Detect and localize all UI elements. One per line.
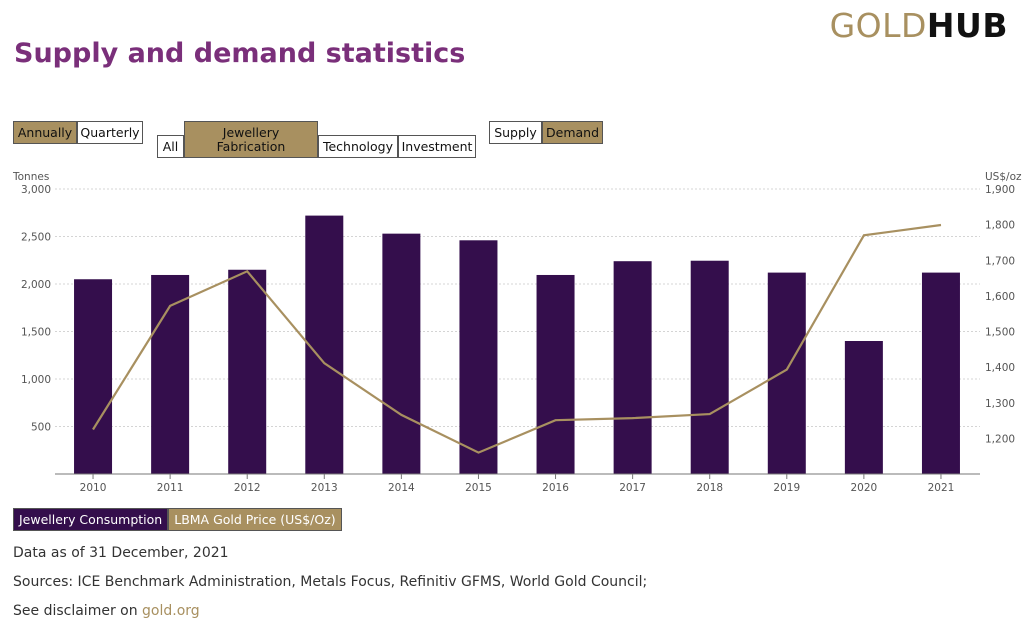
consumption-bar: [151, 274, 190, 474]
legend-jewellery-consumption[interactable]: Jewellery Consumption: [13, 508, 169, 531]
consumption-bar: [536, 274, 575, 474]
supply-button[interactable]: Supply: [489, 121, 542, 144]
gold-org-link[interactable]: gold.org: [142, 603, 200, 619]
x-tick-label: 2017: [619, 482, 646, 494]
page-title: Supply and demand statistics: [14, 38, 466, 69]
sources-note: Sources: ICE Benchmark Administration, M…: [13, 574, 648, 590]
consumption-bar: [690, 260, 729, 474]
x-tick-label: 2019: [773, 482, 800, 494]
left-tick-label: 2,000: [21, 279, 51, 291]
right-tick-label: 1,700: [985, 255, 1015, 267]
consumption-bar: [921, 272, 960, 474]
consumption-bar: [74, 279, 113, 474]
left-tick-label: 1,000: [21, 374, 51, 386]
jewellery-fabrication-button[interactable]: Jewellery Fabrication: [184, 121, 318, 158]
x-tick-label: 2021: [928, 482, 955, 494]
data-date-note: Data as of 31 December, 2021: [13, 545, 229, 561]
x-tick-label: 2020: [851, 482, 878, 494]
x-tick-label: 2016: [542, 482, 569, 494]
consumption-bar: [767, 272, 806, 474]
right-tick-label: 1,600: [985, 291, 1015, 303]
right-tick-label: 1,500: [985, 327, 1015, 339]
annually-button[interactable]: Annually: [13, 121, 77, 144]
consumption-bar: [228, 269, 267, 474]
consumption-bar: [844, 341, 883, 474]
consumption-bar: [305, 215, 344, 474]
x-tick-label: 2015: [465, 482, 492, 494]
all-button[interactable]: All: [157, 135, 184, 158]
left-axis-label: Tonnes: [12, 171, 49, 183]
right-axis-label: US$/oz: [985, 171, 1022, 183]
supply-demand-chart: Tonnes US$/oz 500 1,000 1,500 2,000 2,500 3,0…: [12, 171, 1022, 494]
x-tick-label: 2018: [696, 482, 723, 494]
right-tick-label: 1,900: [985, 184, 1015, 196]
demand-button[interactable]: Demand: [542, 121, 603, 144]
gold-price-line: [92, 223, 942, 454]
right-tick-label: 1,300: [985, 398, 1015, 410]
x-tick-label: 2011: [157, 482, 184, 494]
right-tick-label: 1,200: [985, 433, 1015, 445]
left-tick-label: 3,000: [21, 184, 51, 196]
left-tick-label: 2,500: [21, 232, 51, 244]
logo-hub-text: HUB: [926, 6, 1008, 45]
legend-lbma-gold-price[interactable]: LBMA Gold Price (US$/Oz): [168, 508, 342, 531]
left-tick-label: 1,500: [21, 327, 51, 339]
x-tick-label: 2014: [388, 482, 415, 494]
right-tick-label: 1,400: [985, 362, 1015, 374]
disclaimer-text: See disclaimer on: [13, 603, 143, 619]
left-tick-label: 500: [31, 422, 51, 434]
quarterly-button[interactable]: Quarterly: [77, 121, 143, 144]
logo-gold-text: GOLD: [829, 6, 927, 45]
technology-button[interactable]: Technology: [318, 135, 398, 158]
consumption-bar: [459, 240, 498, 474]
investment-button[interactable]: Investment: [398, 135, 476, 158]
disclaimer-note: See disclaimer on gold.org: [13, 603, 200, 619]
chart-legend: Jewellery Consumption LBMA Gold Price (U…: [13, 508, 342, 531]
consumption-bar: [382, 233, 421, 474]
goldhub-logo[interactable]: GOLDHUB: [830, 6, 1008, 45]
x-tick-label: 2012: [234, 482, 261, 494]
right-tick-label: 1,800: [985, 220, 1015, 232]
x-tick-label: 2010: [80, 482, 107, 494]
consumption-bar: [613, 261, 652, 474]
x-tick-label: 2013: [311, 482, 338, 494]
